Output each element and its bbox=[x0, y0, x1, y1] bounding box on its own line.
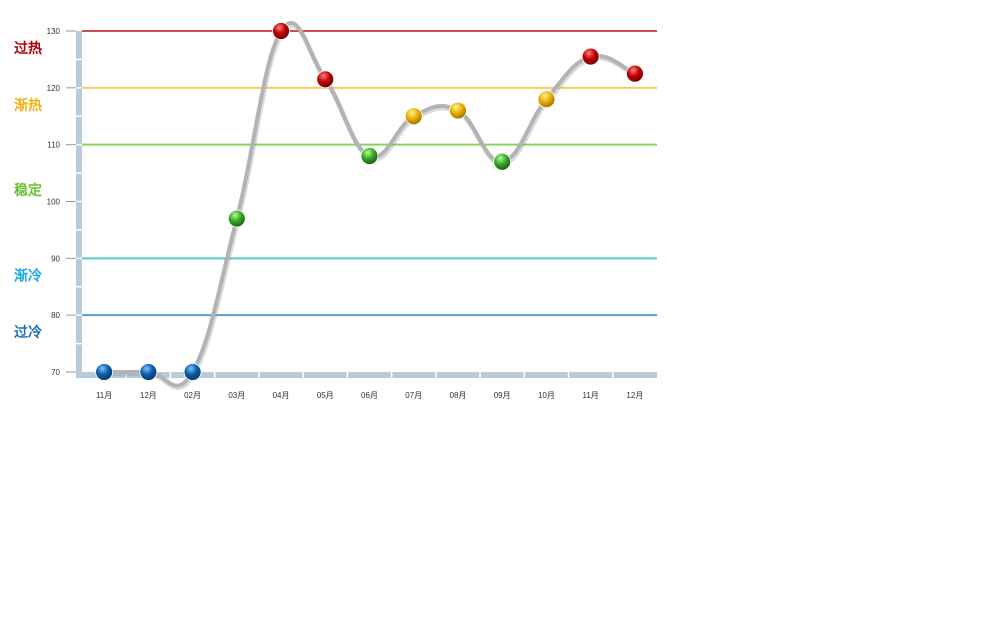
data-point bbox=[404, 107, 423, 126]
zone-label: 稳定 bbox=[14, 182, 42, 198]
y-tick-label: 100 bbox=[47, 198, 61, 207]
data-point bbox=[449, 101, 467, 120]
x-tick-label: 11月 bbox=[96, 391, 112, 400]
data-point bbox=[272, 22, 290, 40]
x-axis-bar bbox=[76, 372, 657, 378]
y-tick-label: 80 bbox=[51, 311, 60, 320]
x-tick-label: 03月 bbox=[228, 391, 245, 400]
x-tick-label: 05月 bbox=[317, 391, 334, 400]
x-tick-label: 08月 bbox=[450, 391, 467, 400]
data-point bbox=[139, 363, 158, 381]
x-tick-label: 02月 bbox=[184, 391, 201, 400]
data-point bbox=[625, 64, 644, 83]
x-tick-label: 12月 bbox=[626, 391, 643, 400]
zone-label: 渐冷 bbox=[14, 267, 42, 283]
x-tick-label: 10月 bbox=[538, 391, 555, 400]
data-point bbox=[537, 90, 556, 109]
x-tick-label: 12月 bbox=[140, 391, 157, 400]
y-tick-label: 120 bbox=[47, 84, 61, 93]
y-axis-bar bbox=[76, 31, 82, 378]
x-tick-label: 04月 bbox=[273, 391, 290, 400]
data-point bbox=[360, 147, 379, 165]
y-tick-label: 130 bbox=[47, 27, 61, 36]
data-point bbox=[183, 363, 202, 381]
x-tick-label: 09月 bbox=[494, 391, 511, 400]
x-tick-label: 11月 bbox=[582, 391, 598, 400]
zone-label: 过冷 bbox=[14, 324, 42, 340]
data-point bbox=[227, 209, 246, 228]
series-line-shadow bbox=[105, 22, 638, 391]
zone-label: 渐热 bbox=[14, 97, 42, 113]
x-tick-label: 07月 bbox=[405, 391, 422, 400]
data-point bbox=[95, 363, 114, 381]
y-tick-label: 90 bbox=[51, 254, 60, 263]
y-tick-label: 110 bbox=[47, 141, 60, 150]
data-point bbox=[316, 70, 335, 89]
x-tick-label: 06月 bbox=[361, 391, 378, 400]
data-point bbox=[493, 152, 512, 171]
series-line bbox=[104, 21, 636, 388]
y-tick-label: 70 bbox=[51, 368, 60, 377]
zone-label: 过热 bbox=[14, 40, 42, 56]
data-point bbox=[581, 47, 600, 66]
